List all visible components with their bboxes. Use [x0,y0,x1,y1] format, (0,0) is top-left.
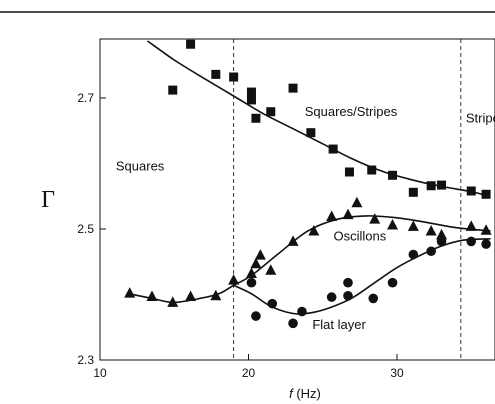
region-labels: Squares Squares/Stripes Stripes Oscillons Fl… [116,104,495,332]
square-point [344,167,354,177]
square-point [168,85,178,95]
triangle-point [407,220,419,231]
circle-point [267,298,278,309]
circle-point [426,246,436,257]
triangle-point [369,213,381,224]
phase-boundaries [233,39,462,360]
square-point [408,187,418,197]
square-point [211,69,221,79]
triangle-point [254,249,266,260]
triangle-point [167,296,179,307]
triangle-point [326,210,338,222]
square-point [481,189,491,199]
triangle-point [342,208,354,220]
y-tick-label: 2.3 [77,353,94,367]
circle-point [387,277,398,288]
square-point [288,83,298,93]
x-axis-label: f (Hz) [289,386,321,401]
triangle-point [351,196,363,208]
region-label: Oscillons [333,229,386,244]
triangle-point [185,290,197,301]
circle-point [368,293,379,304]
circle-point [326,292,337,302]
triangle-point [425,224,437,236]
circle-point [288,318,298,329]
triangle-point [480,224,492,235]
circle-point [436,236,447,247]
square-point [229,72,239,82]
square-point [306,128,316,138]
square-point [426,181,436,191]
fit-curves [129,40,491,315]
x-tick-label: 20 [242,366,256,380]
circle-point [481,239,491,249]
triangle-point [210,289,222,301]
fit-curve-middle [129,215,491,304]
square-point [388,170,398,180]
triangle-point [387,219,399,230]
region-label: Flat layer [312,317,366,332]
circle-point [246,277,257,288]
triangle-point [287,235,299,246]
triangle-point [146,290,158,301]
x-axis-symbol: f [289,386,294,401]
square-point [328,144,338,154]
x-tick-label: 10 [93,366,107,380]
triangle-point [265,264,277,275]
region-label: Stripes [466,111,495,126]
circle-point [251,311,261,321]
y-tick-label: 2.5 [77,222,94,236]
axis-ticks: 10 20 30 2.3 2.5 2.7 [77,91,404,380]
region-label: Squares/Stripes [305,104,398,119]
circle-point [408,249,419,260]
circle-point [343,291,353,301]
square-point [466,186,476,196]
y-axis-label: Γ [41,187,55,213]
data-points [124,39,492,329]
square-point [246,95,256,105]
square-point [186,39,196,49]
square-point [367,165,377,175]
circle-point [297,306,307,317]
x-axis-unit: (Hz) [296,386,321,401]
triangle-point [228,274,240,285]
circle-point [466,236,477,247]
square-point [266,107,276,117]
circle-point [343,277,353,288]
triangle-point [436,228,448,240]
triangle-point [245,267,257,279]
plot-frame [99,38,495,361]
triangle-point [308,224,320,236]
triangle-point [124,287,136,298]
x-tick-label: 30 [390,366,404,380]
square-point [437,180,447,190]
triangle-point [250,257,262,269]
square-point [251,113,261,123]
y-tick-label: 2.7 [77,91,94,105]
square-point [246,87,256,97]
region-label: Squares [116,158,165,173]
triangle-point [465,220,477,231]
